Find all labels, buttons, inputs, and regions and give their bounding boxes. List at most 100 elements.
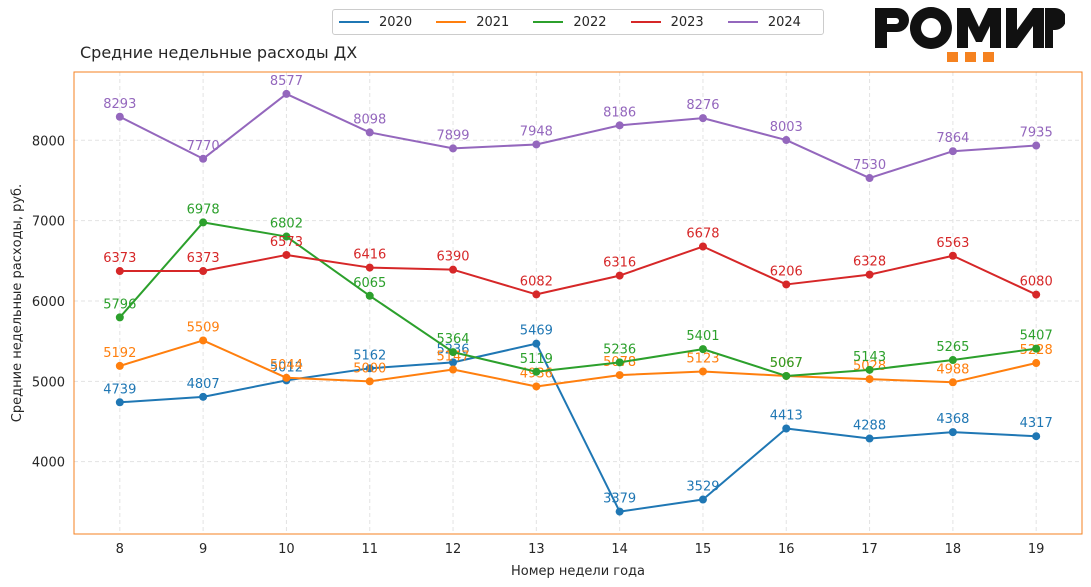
- data-point-2020: [365, 364, 374, 373]
- data-point-2024: [282, 89, 291, 98]
- data-point-2022: [615, 358, 624, 367]
- data-point-2023: [948, 251, 957, 260]
- legend-label: 2020: [379, 14, 413, 30]
- data-label-2021: 5067: [770, 356, 803, 371]
- y-tick-label: 4000: [32, 456, 65, 471]
- data-point-2023: [365, 263, 374, 272]
- data-label-2020: 4739: [103, 382, 136, 397]
- data-point-2022: [782, 371, 791, 380]
- x-tick-label: 14: [611, 542, 628, 557]
- data-label-2023: 6373: [187, 251, 220, 266]
- chart-legend: 2020 2021 2022 2023 2024: [332, 9, 824, 35]
- data-point-2022: [698, 345, 707, 354]
- data-point-2023: [698, 242, 707, 251]
- legend-label: 2023: [670, 14, 704, 30]
- x-tick-label: 9: [199, 542, 207, 557]
- romir-logo-square: [947, 52, 958, 62]
- x-tick-label: 15: [695, 542, 712, 557]
- data-point-2022: [199, 218, 208, 227]
- data-label-2020: 4413: [770, 409, 803, 424]
- data-label-2020: 5469: [520, 324, 553, 339]
- data-label-2020: 4317: [1020, 416, 1053, 431]
- series-line-2020: [119, 342, 1037, 513]
- y-tick-label: 6000: [32, 295, 65, 310]
- data-label-2020: 3379: [603, 492, 636, 507]
- series-line-2024: [119, 92, 1037, 180]
- plot-frame: [73, 71, 1083, 535]
- data-label-2022: 5067: [770, 356, 803, 371]
- data-point-2022: [365, 291, 374, 300]
- romir-logo-glyphs: [875, 7, 1066, 49]
- legend-label: 2022: [573, 14, 607, 30]
- data-label-2022: 5119: [520, 352, 553, 367]
- data-point-2021: [449, 365, 458, 374]
- data-label-2021: 5123: [686, 351, 719, 366]
- data-label-2022: 6065: [353, 276, 386, 291]
- data-label-2022: 5364: [436, 332, 469, 347]
- data-label-2020: 4288: [853, 419, 886, 434]
- data-label-2024: 7864: [936, 131, 969, 146]
- data-point-2023: [1032, 290, 1041, 299]
- data-point-2020: [1032, 432, 1041, 441]
- data-point-2021: [865, 375, 874, 384]
- data-label-2024: 8276: [686, 98, 719, 113]
- x-tick-label: 13: [528, 542, 545, 557]
- data-label-2023: 6206: [770, 264, 803, 279]
- x-tick-label: 19: [1028, 542, 1045, 557]
- data-label-2024: 8293: [103, 97, 136, 112]
- data-label-2021: 5044: [270, 358, 303, 373]
- data-label-2021: 4988: [936, 362, 969, 377]
- data-label-2023: 6082: [520, 274, 553, 289]
- data-label-2024: 7770: [187, 139, 220, 154]
- romir-logo-square: [983, 52, 994, 62]
- data-label-2022: 5401: [686, 329, 719, 344]
- data-label-2023: 6563: [936, 236, 969, 251]
- data-label-2021: 5000: [353, 361, 386, 376]
- data-point-2024: [115, 112, 124, 121]
- legend-swatch: [727, 21, 758, 23]
- data-label-2020: 4807: [187, 377, 220, 392]
- data-point-2023: [615, 271, 624, 280]
- data-point-2021: [365, 377, 374, 386]
- data-label-2022: 5236: [603, 342, 636, 357]
- data-point-2024: [782, 136, 791, 145]
- data-label-2020: 5162: [353, 348, 386, 363]
- data-point-2024: [615, 121, 624, 130]
- legend-swatch: [630, 21, 661, 23]
- legend-swatch: [339, 21, 369, 23]
- data-label-2024: 7530: [853, 158, 886, 173]
- data-label-2022: 5143: [853, 350, 886, 365]
- data-point-2020: [782, 424, 791, 433]
- data-point-2022: [282, 232, 291, 241]
- data-label-2024: 7935: [1020, 126, 1053, 141]
- data-point-2022: [449, 348, 458, 357]
- data-point-2023: [532, 290, 541, 299]
- data-point-2021: [615, 371, 624, 380]
- data-point-2020: [449, 358, 458, 367]
- data-label-2021: 5192: [103, 346, 136, 361]
- data-label-2021: 5509: [187, 320, 220, 335]
- data-point-2021: [948, 378, 957, 387]
- data-point-2024: [865, 174, 874, 183]
- data-point-2021: [1032, 359, 1041, 368]
- data-label-2024: 8098: [353, 112, 386, 127]
- data-point-2021: [115, 361, 124, 370]
- y-tick-label: 7000: [32, 215, 65, 230]
- data-point-2022: [865, 365, 874, 374]
- data-point-2022: [948, 356, 957, 365]
- data-point-2024: [365, 128, 374, 137]
- legend-item-2024: 2024: [726, 15, 823, 30]
- x-tick-label: 18: [945, 542, 962, 557]
- data-point-2020: [115, 398, 124, 407]
- x-tick-label: 17: [861, 542, 878, 557]
- data-point-2020: [615, 507, 624, 516]
- data-point-2024: [1032, 141, 1041, 150]
- legend-label: 2024: [767, 14, 801, 30]
- series-line-2021: [119, 339, 1037, 388]
- data-point-2024: [532, 140, 541, 149]
- legend-item-2023: 2023: [629, 15, 726, 30]
- data-point-2022: [532, 367, 541, 376]
- legend-item-2022: 2022: [531, 15, 628, 30]
- data-label-2024: 7899: [436, 128, 469, 143]
